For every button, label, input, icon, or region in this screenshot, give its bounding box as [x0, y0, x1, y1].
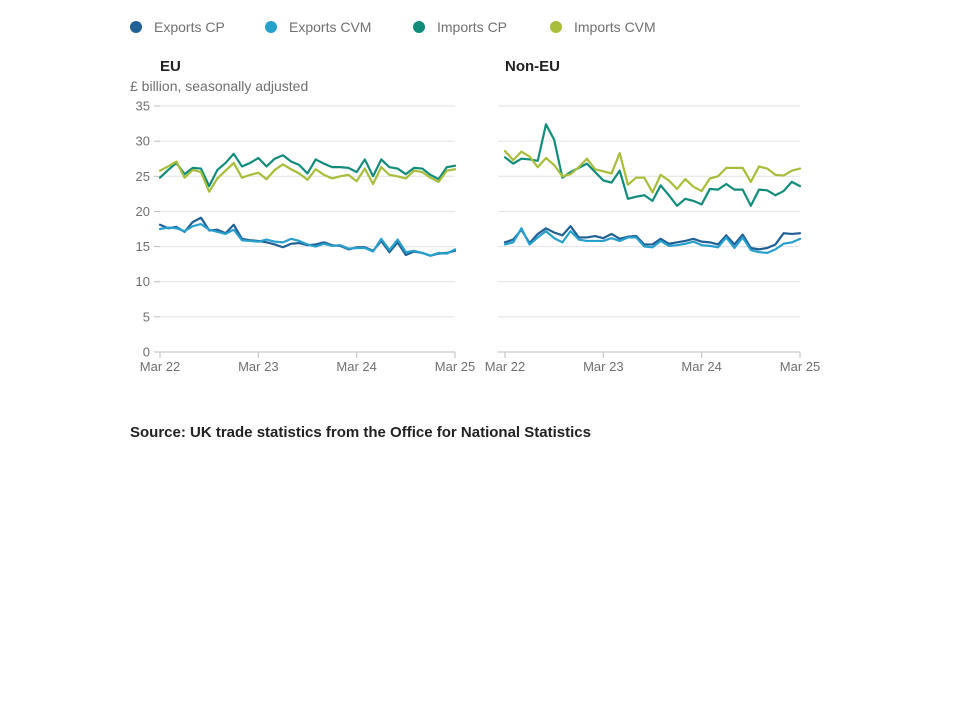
x-tick-label: Mar 24	[336, 359, 376, 374]
series-line-non-eu-imports-cp	[503, 123, 802, 207]
legend-item-exports-cvm: Exports CVM	[265, 19, 371, 35]
y-tick-label: 0	[143, 345, 150, 360]
legend: Exports CP Exports CVM Imports CP Import…	[130, 19, 656, 35]
panel-non-eu: Mar 22 Mar 23 Mar 24 Mar 25	[485, 105, 820, 374]
series-line-eu-imports-cp	[158, 152, 457, 188]
source-note: Source: UK trade statistics from the Off…	[130, 424, 591, 441]
y-tick-label: 30	[136, 134, 150, 149]
legend-label-imports-cvm: Imports CVM	[574, 19, 656, 35]
series-line-eu-exports-cp	[158, 216, 457, 257]
legend-swatch-imports-cvm	[550, 21, 562, 33]
legend-swatch-imports-cp	[413, 21, 425, 33]
x-tick-label: Mar 25	[780, 359, 820, 374]
legend-label-imports-cp: Imports CP	[437, 19, 507, 35]
legend-label-exports-cvm: Exports CVM	[289, 19, 371, 35]
y-tick-label: 35	[136, 99, 150, 114]
x-tick-label: Mar 22	[485, 359, 525, 374]
x-tick-label: Mar 22	[140, 359, 180, 374]
x-tick-label: Mar 25	[435, 359, 475, 374]
legend-label-exports-cp: Exports CP	[154, 19, 225, 35]
series-line-non-eu-exports-cp	[503, 225, 802, 251]
y-tick-label: 10	[136, 274, 150, 289]
panel-title-eu: EU	[160, 58, 181, 75]
series-line-eu-exports-cvm	[158, 222, 457, 257]
y-tick-label: 20	[136, 204, 150, 219]
units-label: £ billion, seasonally adjusted	[130, 78, 308, 94]
y-tick-label: 25	[136, 169, 150, 184]
x-tick-label: Mar 23	[238, 359, 278, 374]
x-tick-label: Mar 23	[583, 359, 623, 374]
legend-item-exports-cp: Exports CP	[130, 19, 225, 35]
legend-swatch-exports-cvm	[265, 21, 277, 33]
x-tick-label: Mar 24	[681, 359, 721, 374]
series-line-eu-imports-cvm	[158, 160, 457, 193]
panel-title-non-eu: Non-EU	[505, 58, 560, 75]
series-line-non-eu-exports-cvm	[503, 227, 802, 254]
series-line-non-eu-imports-cvm	[503, 149, 802, 194]
legend-swatch-exports-cp	[130, 21, 142, 33]
legend-item-imports-cvm: Imports CVM	[550, 19, 656, 35]
panel-eu: 0 5 10 15 20 25 30 35 Mar 22 Mar 23 Mar 24 Mar 25	[136, 99, 476, 375]
y-tick-label: 15	[136, 239, 150, 254]
legend-item-imports-cp: Imports CP	[413, 19, 507, 35]
y-tick-label: 5	[143, 309, 150, 324]
